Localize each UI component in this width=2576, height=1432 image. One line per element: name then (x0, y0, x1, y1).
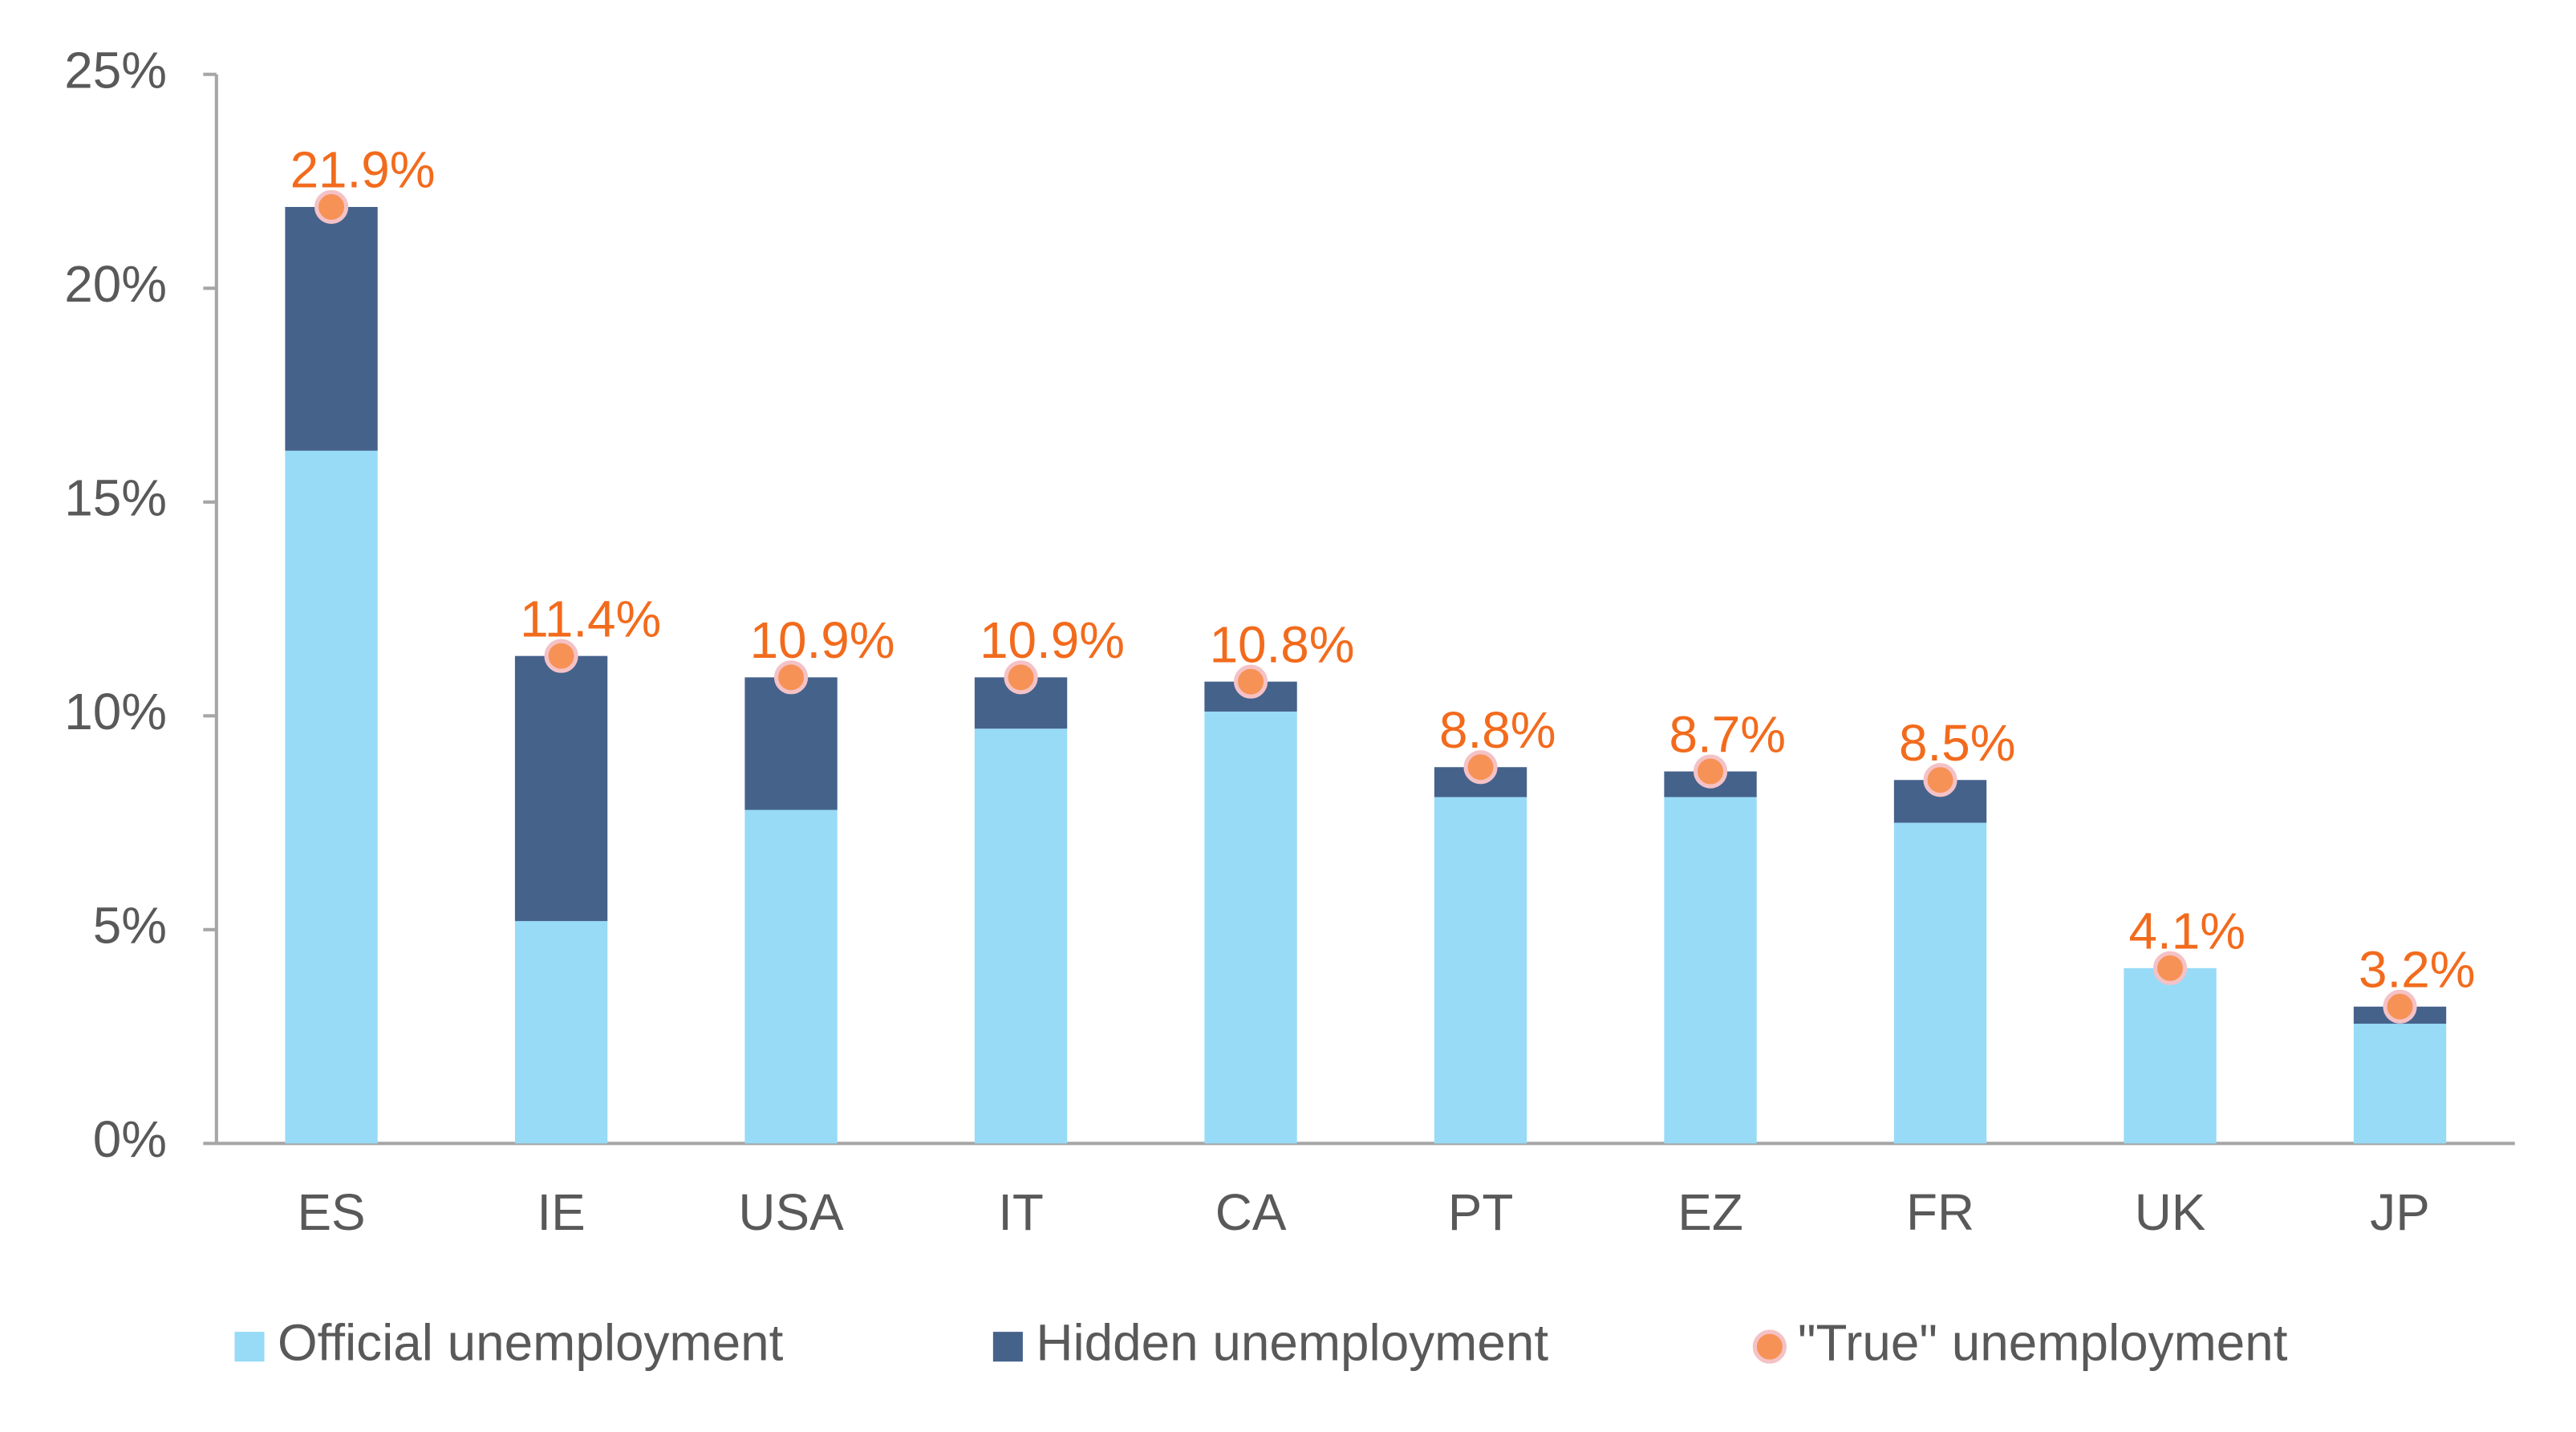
x-tick-label: USA (738, 1183, 844, 1241)
true-marker (2152, 951, 2188, 985)
data-label: 21.9% (290, 141, 436, 199)
true-marker (2383, 989, 2417, 1024)
y-tick-label: 0% (93, 1110, 167, 1168)
legend-label: "True" unemployment (1798, 1314, 2288, 1372)
x-tick-label: CA (1215, 1183, 1287, 1241)
legend-swatch (234, 1332, 265, 1362)
bar-segment (1204, 711, 1297, 1144)
bar-segment (2124, 968, 2217, 1144)
true-marker (1004, 660, 1038, 695)
bar-segment (1664, 797, 1757, 1144)
bar-segment (514, 655, 608, 922)
true-marker (1923, 763, 1957, 797)
data-label: 10.8% (1210, 615, 1355, 673)
bar-segment (285, 450, 378, 1144)
x-tick-label: IT (998, 1183, 1044, 1241)
y-tick-label: 20% (64, 255, 167, 313)
y-tick-label: 10% (64, 683, 167, 740)
x-tick-label: EZ (1677, 1183, 1743, 1241)
data-label: 3.2% (2359, 940, 2475, 998)
data-label: 10.9% (980, 611, 1125, 669)
true-marker (314, 189, 349, 225)
legend-swatch (992, 1332, 1023, 1362)
y-tick-label: 15% (64, 469, 167, 527)
legend-label: Hidden unemployment (1036, 1314, 1548, 1372)
data-label: 4.1% (2129, 902, 2245, 959)
x-tick-label: ES (297, 1183, 365, 1241)
true-marker (1233, 664, 1268, 699)
data-label: 8.8% (1439, 701, 1556, 759)
bar-segment (974, 728, 1068, 1144)
true-marker (1693, 754, 1728, 789)
true-marker (1463, 750, 1498, 785)
x-tick-label: UK (2135, 1183, 2206, 1241)
bar-segment (2353, 1024, 2447, 1144)
data-label: 8.7% (1669, 705, 1786, 763)
legend-label: Official unemployment (278, 1314, 784, 1372)
bar-segment (1893, 822, 1987, 1144)
x-tick-label: IE (537, 1183, 585, 1241)
bar-segment (514, 921, 608, 1144)
data-label: 8.5% (1899, 714, 2015, 772)
legend-marker (1752, 1329, 1787, 1364)
x-tick-label: PT (1448, 1183, 1514, 1241)
bar-segment (744, 677, 838, 810)
bar-segment (285, 206, 378, 451)
data-label: 11.4% (520, 590, 661, 647)
x-tick-label: JP (2370, 1183, 2430, 1241)
true-marker (773, 660, 809, 695)
bar-segment (1434, 797, 1527, 1144)
data-label: 10.9% (750, 611, 895, 669)
true-marker (544, 639, 578, 673)
x-tick-label: FR (1906, 1183, 1974, 1241)
bar-segment (744, 809, 838, 1144)
y-tick-label: 25% (64, 42, 167, 99)
y-tick-label: 5% (93, 897, 167, 955)
